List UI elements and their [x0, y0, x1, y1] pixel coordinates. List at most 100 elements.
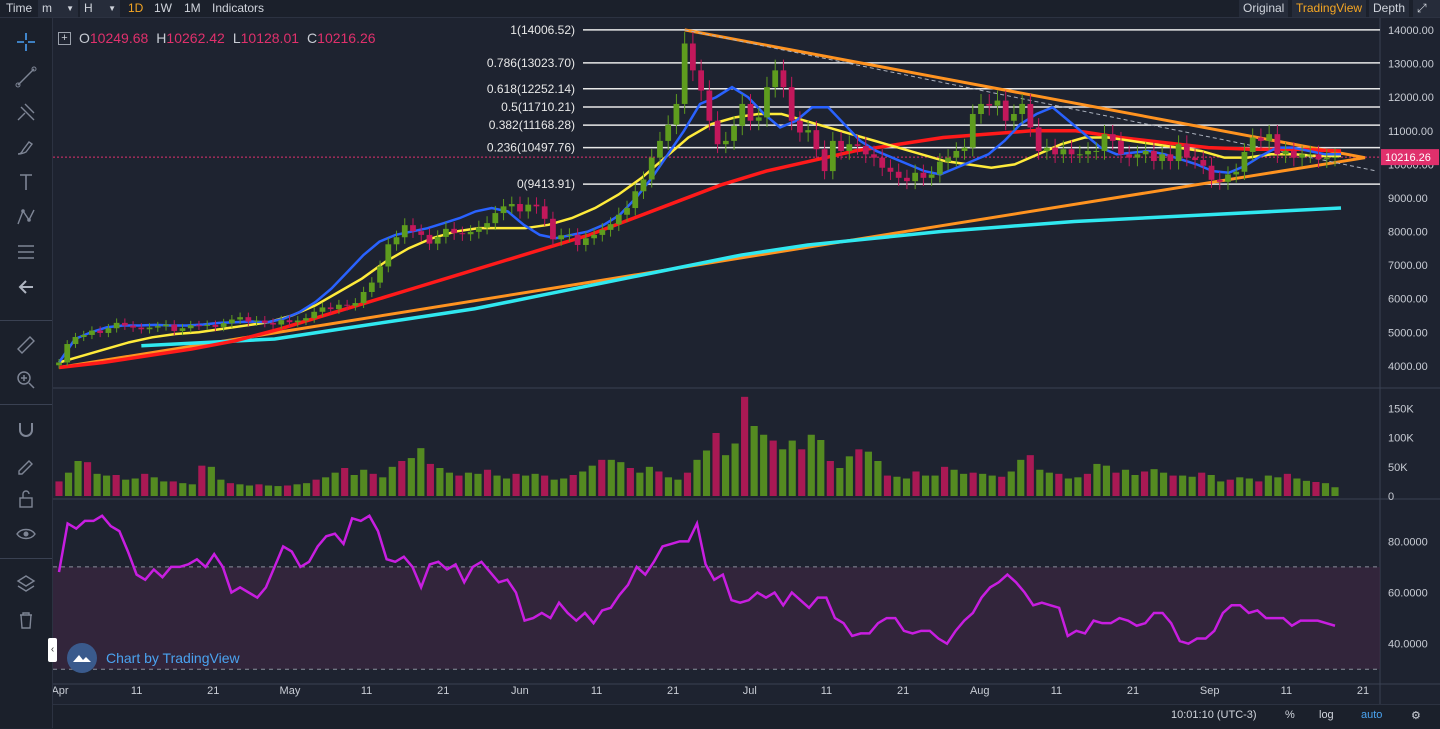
unit-dropdown[interactable]: m ▼: [38, 0, 78, 17]
rsi-axis-tick: 60.0000: [1388, 588, 1428, 600]
candle: [1035, 127, 1042, 151]
volume-bar: [474, 473, 482, 496]
candle: [237, 317, 243, 320]
candle: [410, 225, 416, 232]
volume-bar: [245, 485, 254, 496]
candle: [1323, 157, 1330, 160]
open-label: O: [79, 30, 90, 46]
candle: [632, 191, 639, 209]
candle: [270, 322, 276, 325]
unit-value: m: [42, 1, 52, 15]
fib-icon[interactable]: [12, 238, 40, 266]
interval-1w-button[interactable]: 1W: [154, 1, 172, 15]
back-arrow-icon[interactable]: [12, 273, 40, 301]
candle: [278, 320, 285, 325]
price-axis-tick: 4000.00: [1388, 361, 1428, 373]
volume-bar: [407, 458, 415, 496]
volume-bar: [1302, 480, 1311, 496]
candle: [1183, 144, 1190, 158]
volume-bar: [493, 475, 501, 496]
candle: [1151, 150, 1157, 162]
volume-bar: [855, 449, 863, 496]
volume-bar: [141, 473, 149, 496]
interval-1d-button[interactable]: 1D: [128, 1, 144, 15]
tradingview-watermark[interactable]: Chart by TradingView: [66, 642, 240, 674]
volume-bar: [55, 481, 63, 496]
trash-icon[interactable]: [12, 606, 40, 634]
rsi-band: [53, 566, 1380, 670]
candle: [1332, 156, 1338, 158]
volume-bar: [826, 461, 834, 496]
view-original-button[interactable]: Original: [1238, 0, 1289, 17]
volume-bar: [1283, 473, 1291, 496]
volume-bar: [1245, 478, 1253, 496]
indicators-button[interactable]: Indicators: [212, 1, 265, 15]
candle: [1076, 154, 1083, 156]
candle: [994, 100, 1001, 106]
volume-bar: [702, 450, 711, 496]
volume-bar: [674, 479, 682, 496]
volume-bar: [988, 475, 996, 496]
triangle-pattern: [58, 28, 1366, 370]
pitchfork-icon[interactable]: [12, 98, 40, 126]
time-axis-tick: 21: [437, 685, 449, 697]
log-toggle[interactable]: log: [1319, 709, 1334, 721]
magnet-icon[interactable]: [12, 416, 40, 444]
hour-dropdown[interactable]: H ▼: [80, 0, 120, 17]
candle: [377, 266, 383, 283]
brush-icon[interactable]: [12, 133, 40, 161]
candle: [1200, 160, 1207, 166]
candle: [1216, 179, 1223, 182]
price-axis-tick: 13000.00: [1388, 59, 1434, 71]
volume-bar: [845, 456, 853, 496]
candle: [846, 144, 853, 151]
time-axis-tick: Jul: [743, 685, 757, 697]
trendline-icon[interactable]: [12, 63, 40, 91]
volume-bar: [464, 472, 473, 496]
view-tradingview-button[interactable]: TradingView: [1291, 0, 1367, 17]
text-icon[interactable]: [12, 168, 40, 196]
volume-bar: [769, 440, 777, 496]
candle: [714, 120, 721, 145]
volume-bar: [1045, 472, 1053, 496]
crosshair-icon[interactable]: [12, 28, 40, 56]
auto-toggle[interactable]: auto: [1361, 709, 1383, 721]
ema-long-line: [141, 206, 1342, 348]
candle: [204, 324, 211, 326]
candle: [385, 244, 392, 267]
volume-bar: [921, 475, 930, 496]
candle: [764, 87, 770, 118]
candle: [154, 326, 161, 328]
settings-gear-icon[interactable]: ⚙: [1411, 710, 1421, 722]
unlock-icon[interactable]: [12, 485, 40, 513]
volume-bar: [1007, 471, 1015, 496]
chart-area[interactable]: 4000.00 5000.00 6000.00 7000.00 8000.00 9000.…: [53, 18, 1440, 704]
ruler-icon[interactable]: [12, 331, 40, 359]
volume-bar: [331, 472, 339, 496]
interval-1m-button[interactable]: 1M: [184, 1, 201, 15]
volume-bar: [1188, 476, 1196, 496]
candle: [953, 150, 960, 158]
expand-icon[interactable]: +: [58, 32, 71, 45]
candle: [467, 231, 474, 235]
candle: [558, 235, 565, 240]
percent-toggle[interactable]: %: [1285, 709, 1295, 721]
layers-icon[interactable]: [12, 570, 40, 598]
volume-bar: [1121, 469, 1130, 496]
volume-bar: [598, 459, 606, 496]
collapse-toolbar-button[interactable]: ‹: [48, 638, 57, 662]
candle: [459, 233, 466, 235]
zoom-in-icon[interactable]: [12, 366, 40, 394]
lock-drawing-icon[interactable]: [12, 450, 40, 478]
candle: [862, 145, 869, 155]
candle: [871, 154, 877, 158]
volume-bar: [1036, 469, 1044, 496]
candle: [722, 140, 729, 145]
eye-icon[interactable]: [12, 520, 40, 548]
view-depth-button[interactable]: Depth: [1368, 0, 1410, 17]
pattern-icon[interactable]: [12, 203, 40, 231]
candle: [401, 225, 408, 238]
volume-bar: [303, 483, 311, 496]
candle: [336, 304, 342, 310]
fullscreen-icon[interactable]: ⤢: [1412, 0, 1440, 17]
